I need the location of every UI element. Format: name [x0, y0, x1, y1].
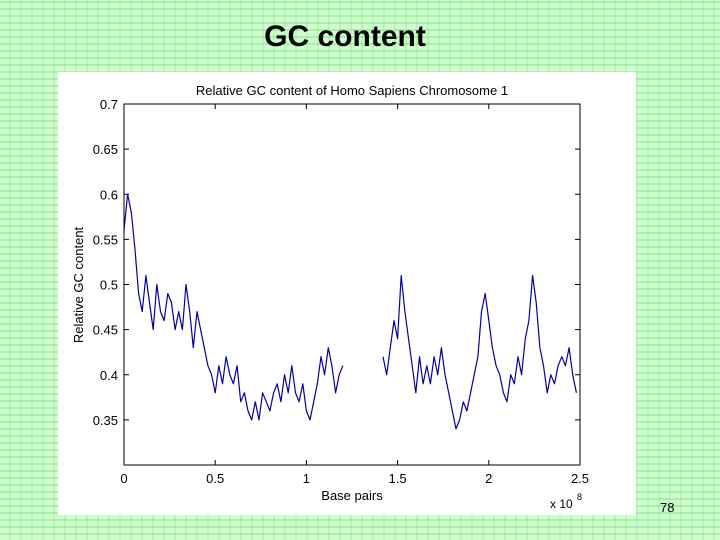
x-tick-label: 0 — [120, 471, 127, 486]
y-axis-label: Relative GC content — [71, 226, 86, 343]
y-tick-label: 0.35 — [93, 413, 118, 428]
slide-title: GC content — [264, 20, 426, 53]
y-tick-label: 0.45 — [93, 323, 118, 338]
page-number: 78 — [660, 500, 675, 515]
figure-panel — [58, 72, 636, 515]
plot-frame — [123, 103, 581, 466]
series-line — [382, 274, 577, 430]
x-multiplier-exponent: 8 — [577, 492, 582, 502]
x-axis-ticks: 0 0.5 1 1.5 2 2.5 — [120, 104, 589, 486]
x-tick-label: 0.5 — [206, 471, 224, 486]
series-lines — [123, 193, 577, 430]
series-line — [123, 193, 344, 421]
x-tick-label: 2.5 — [571, 471, 589, 486]
x-tick-label: 1 — [303, 471, 310, 486]
y-tick-label: 0.5 — [100, 278, 118, 293]
y-tick-label: 0.7 — [100, 97, 118, 112]
chart-title: Relative GC content of Homo Sapiens Chro… — [196, 83, 508, 98]
x-axis-label: Base pairs — [321, 488, 383, 503]
x-multiplier-label: x 10 — [550, 497, 573, 511]
y-axis-ticks: 0.35 0.4 0.45 0.5 0.55 0.6 0.65 0.7 — [93, 97, 580, 428]
x-tick-label: 1.5 — [389, 471, 407, 486]
x-tick-label: 2 — [485, 471, 492, 486]
y-tick-label: 0.4 — [100, 368, 118, 383]
y-tick-label: 0.55 — [93, 232, 118, 247]
y-tick-label: 0.6 — [100, 187, 118, 202]
y-tick-label: 0.65 — [93, 142, 118, 157]
